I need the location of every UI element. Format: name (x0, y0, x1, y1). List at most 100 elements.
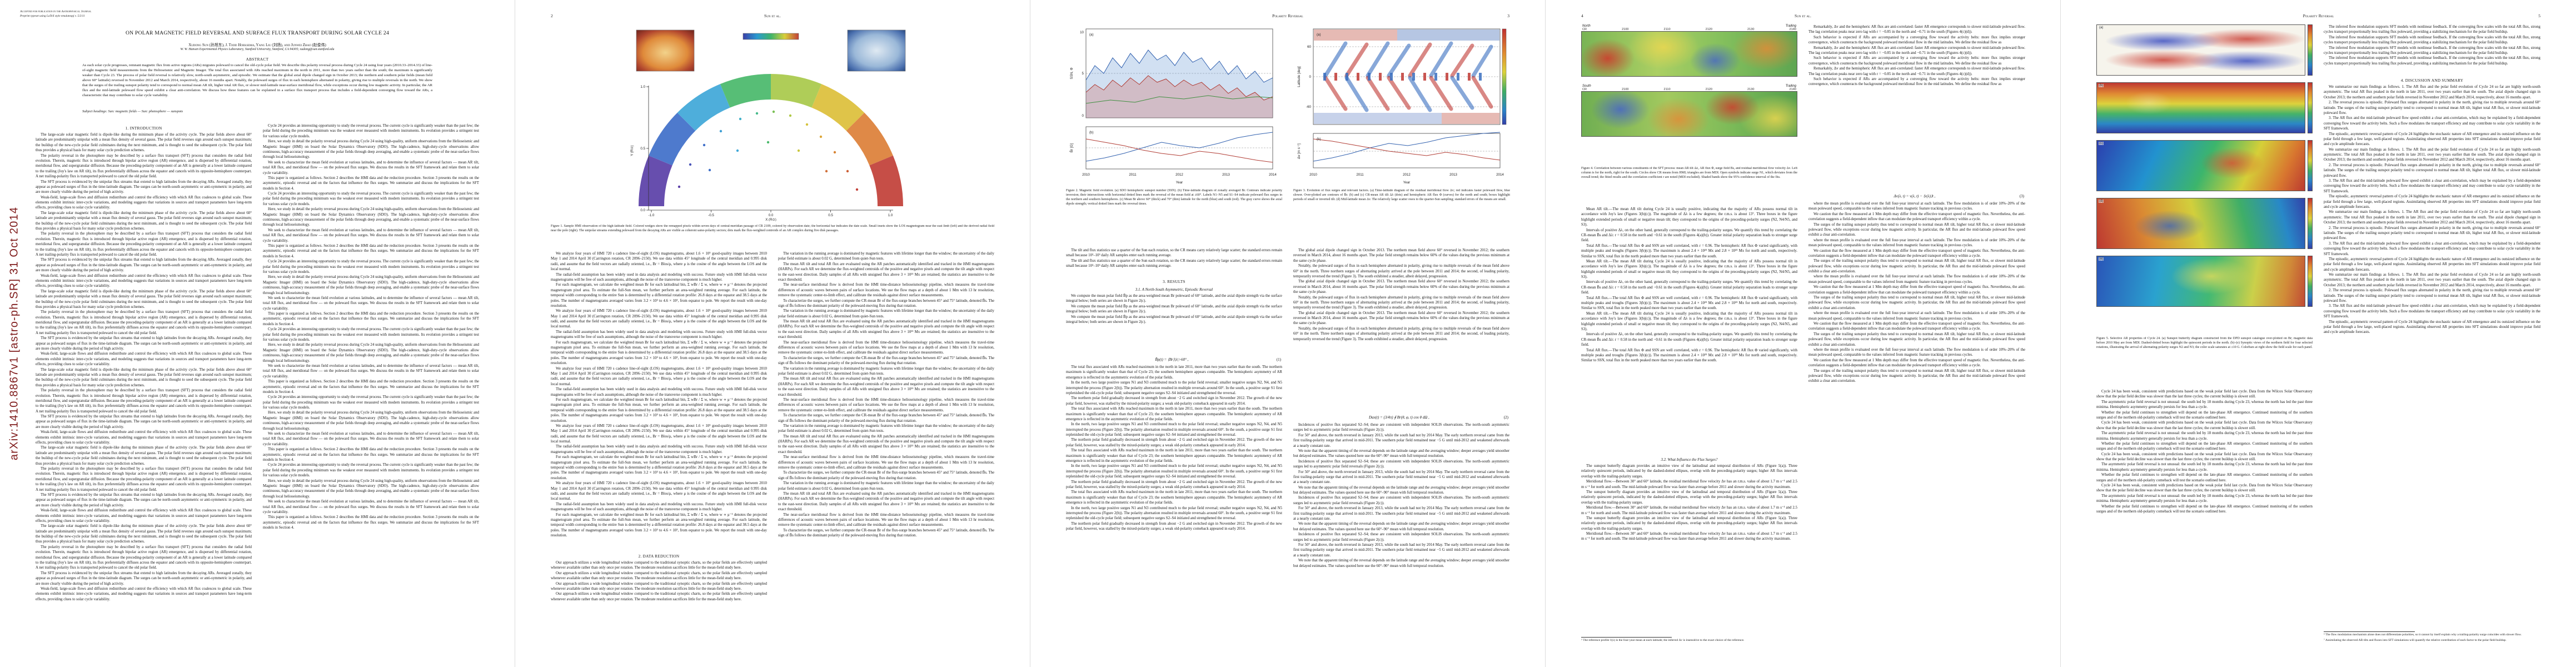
fig4-north-label: North (1582, 24, 1591, 28)
running-title: Polarity Reversal (2303, 13, 2334, 18)
fig3-panel-b-label: (b) (1317, 137, 1321, 141)
results-text-d: Incidences of positive flux separated S2… (1293, 423, 1509, 568)
figure-1: -1.0 -0.5 0.0 0.5 1.0 0.0 0.5 1.0 X (R⊙)… (626, 26, 915, 222)
page2-column-right: The variation in the running average is … (778, 251, 994, 644)
figure-4: North Trailing CR 2100 2110 2120 2130 21… (1581, 24, 1797, 163)
figure-3-caption: Figure 3. Evolution of flux surges and r… (1293, 189, 1510, 201)
figure-3: (a) (b) 60 0 -60 2010 2011 2012 2013 201… (1293, 24, 1510, 187)
running-head: 4 Sun et al. (1581, 13, 2025, 19)
results-lead: The tilt and flux statistics use a quart… (1066, 248, 1282, 268)
fig2-year-tick: 2010 (1082, 173, 1090, 177)
page-4: 4 Sun et al. North Trailing CR 2100 2110… (1546, 0, 2061, 667)
fig5-map-b: (b) (2096, 82, 2305, 133)
fig2-year-tick: 2011 (1129, 173, 1137, 177)
summary-text: We summarize our main findings as follow… (2324, 85, 2540, 335)
figure-1-caption: Figure 1. Sample HMI observation of the … (551, 225, 994, 232)
fig4-south-label: South (1582, 84, 1591, 88)
page4-column-right: Remarkably, Δv and the hemispheric AR fl… (1808, 24, 2025, 644)
subject-headings: Subject headings: Sun: magnetic fields —… (82, 109, 183, 113)
figure-4-caption: Figure 4. Correlation between various co… (1581, 167, 1797, 179)
data-reduction-text: Our approach utilizes a wide longitudina… (551, 561, 767, 601)
fig5-colorbar (2308, 24, 2313, 76)
fig5-colorbar (2308, 82, 2313, 133)
fig1-fan-arc (639, 74, 903, 207)
page5-column-left: Cycle 24 has been weak, consistent with … (2096, 389, 2313, 644)
footnote-rule (1581, 636, 1672, 638)
fig2-panel-a-label: (a) (1089, 33, 1094, 37)
fig5-panel-a-label: (a) (2099, 26, 2104, 29)
page2-right-text: The variation in the running average is … (778, 252, 994, 538)
fig4-cr-axis: CR 2100 2110 2120 2130 2140 (1582, 28, 1796, 31)
figure-3-plot: (a) (b) 60 0 -60 2010 2011 2012 2013 201… (1297, 28, 1507, 185)
fig3-lat-tick: 60 (1307, 45, 1311, 49)
footnote-text: ⁵ The reference profile v̄(λ) is the fou… (1581, 638, 1745, 642)
figure-5-caption: Figure 5. Selective AR properties of Cyc… (2096, 337, 2313, 349)
footnote-rule (2324, 631, 2415, 633)
abstract-text: As each solar cycle progresses, remnant … (82, 63, 432, 97)
fig2-ytick: 5 (1082, 72, 1084, 76)
running-title: Polarity Reversal (1272, 13, 1303, 18)
intro-text-right: Cycle 24 provides an interesting opportu… (263, 124, 479, 530)
surge-factors-text: Mean AR tilt.—The mean AR tilt during Cy… (1581, 207, 1797, 363)
author-list: Xudong Sun (孙旭东), J. Todd Hoeksema, Yang… (188, 43, 326, 47)
page1-column-right: Cycle 24 provides an interesting opportu… (263, 123, 479, 644)
discussion-lead: The inferred flow modulation supports SF… (2324, 25, 2540, 66)
section-results: 3. RESULTS (1163, 280, 1185, 284)
abstract-heading: ABSTRACT (246, 57, 269, 62)
fig1-inset-polar-map (847, 29, 906, 72)
discussion-text-left: Cycle 24 has been weak, consistent with … (2096, 390, 2313, 514)
fig2-ytick: 10 (1080, 31, 1084, 34)
section-data-reduction: 2. DATA REDUCTION (638, 554, 680, 559)
fig1-date-colorbar (743, 33, 799, 40)
page4-column-left: Mean AR tilt.—The mean AR tilt during Cy… (1581, 207, 1797, 644)
fig1-axes (646, 86, 893, 212)
page1-columns: 1. INTRODUCTION The large-scale solar ma… (36, 123, 479, 644)
fig3-panel-a-label: (a) (1317, 33, 1321, 37)
fig4-north-heatmap (1581, 31, 1797, 77)
page-2: 2 Sun et al. (515, 0, 1030, 667)
fig4-north-panel: North Trailing CR 2100 2110 2120 2130 21… (1581, 24, 1797, 77)
fig1-ytick: 0.5 (640, 147, 645, 151)
fig4-cr-axis: CR 2100 2110 2120 2130 2140 (1582, 88, 1796, 91)
fig2-ylabel-b: B̄r [G] (1070, 143, 1074, 152)
fig4-trailing-label: Trailing (1785, 84, 1796, 88)
figure-2-caption: Figure 2. Magnetic field evolution. (a) … (1066, 189, 1282, 206)
fig2-year-tick: 2014 (1269, 173, 1277, 177)
figure-5: (a) (b) (c) (d) (e) (2096, 24, 2313, 334)
fig1-xtick: -1.0 (649, 213, 655, 217)
paper-title: ON POLAR MAGNETIC FIELD REVERSAL AND SUR… (126, 30, 389, 36)
fig1-ylabel: Y (R⊙) (630, 145, 634, 156)
figure-2-plot: (a) (b) 10 5 0 2010 2011 2012 2013 2014 … (1070, 28, 1277, 185)
fig5-panel-d: (d) (2096, 198, 2313, 249)
fig5-panel-e: (e) (2096, 256, 2313, 307)
fig1-centroid-dots (677, 110, 859, 191)
fig1-ytick: 1.0 (640, 85, 645, 89)
footnote-text-1: ⁶ The flow modulation mechanism alone do… (2324, 633, 2522, 637)
flow-text-b: where the mean profile is evaluated over… (1808, 202, 2025, 384)
footnote-block: ⁶ The flow modulation mechanism alone do… (2324, 630, 2540, 644)
page5-column-right: The inferred flow modulation supports SF… (2324, 24, 2540, 644)
fig1-xtick: -0.5 (708, 213, 714, 217)
page3-columns: The tilt and flux statistics use a quart… (1066, 248, 1509, 644)
results-text-c: The global axial dipole changed sign in … (1293, 248, 1509, 341)
running-title: Sun et al. (1795, 13, 1811, 18)
fig3-xlabel: Year (1403, 181, 1411, 185)
fig5-panel-e-label: (e) (2099, 257, 2104, 261)
fig4-trailing-label: Trailing (1785, 24, 1796, 28)
page3-column-left: The tilt and flux statistics use a quart… (1066, 248, 1282, 644)
fig5-panel-c-label: (c) (2099, 142, 2104, 145)
page2-columns: We analyze four years of HMI 720 s caden… (551, 251, 994, 644)
page-5: Polarity Reversal 5 (a) (b) (c) (d) (e) … (2061, 0, 2576, 667)
footnote-block: ⁵ The reference profile v̄(λ) is the fou… (1581, 635, 1797, 644)
running-head: 2 Sun et al. (551, 13, 994, 19)
fig3-north-surges (1323, 41, 1493, 78)
page-number: 3 (1507, 13, 1509, 18)
fig1-xtick: 1.0 (888, 213, 893, 217)
page3-column-right: The global axial dipole changed sign in … (1293, 248, 1509, 644)
fig5-map-c: (c) (2096, 140, 2305, 191)
preprint-note: Preprint typeset using LaTeX style emula… (20, 14, 85, 18)
fig3-ylabel-a: Latitude [deg] (1297, 66, 1301, 87)
arxiv-watermark: arXiv:1410.8867v1 [astro-ph.SR] 31 Oct 2… (8, 206, 21, 461)
fig5-panel-d-label: (d) (2099, 200, 2104, 203)
intro-text-left: The large-scale solar magnetic field is … (36, 133, 252, 601)
